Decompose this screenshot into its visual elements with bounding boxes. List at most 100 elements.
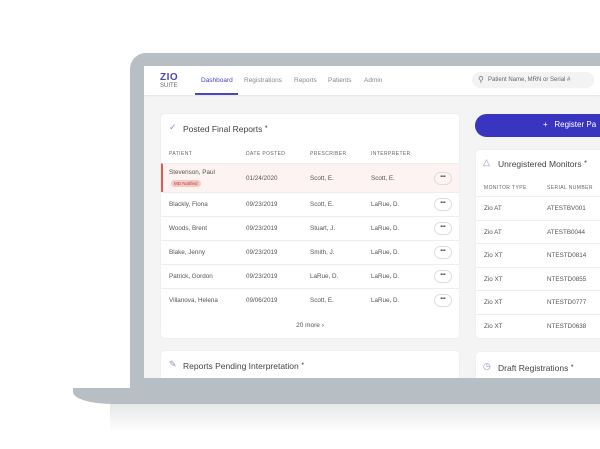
search-placeholder: Patient Name, MRN or Serial # <box>488 77 571 83</box>
drafts-title: Draft Registrations <box>498 363 569 373</box>
date-posted: 09/06/2019 <box>246 297 278 304</box>
register-label: Register Pa <box>554 120 597 129</box>
header-prescriber: PRESCRIBER <box>310 151 347 157</box>
draft-registrations-card: ◷ Draft Registrations ● <box>476 352 600 378</box>
warning-icon: △ <box>483 157 490 167</box>
patient-name: Patrick, Gordon <box>169 273 213 280</box>
interpreter: Scott, E. <box>371 174 395 182</box>
more-actions-icon[interactable]: ••• <box>434 171 452 185</box>
interpreter: LaRue, D. <box>371 273 400 280</box>
patient-name: Stevenson, Paul <box>169 169 215 176</box>
date-posted: 09/23/2019 <box>246 201 278 208</box>
serial-number: NTESTD0814 <box>547 252 587 260</box>
prescriber: LaRue, D. <box>310 273 339 280</box>
monitor-type: Zio XT <box>484 275 503 283</box>
monitor-type: Zio AT <box>484 205 502 212</box>
date-posted: 09/23/2019 <box>246 273 278 280</box>
pending-title: Reports Pending Interpretation <box>183 361 299 371</box>
serial-number: ATESTB0044 <box>547 228 586 236</box>
serial-number: NTESTD0855 <box>547 275 587 283</box>
table-row[interactable]: Zio XT NTESTD0638 <box>476 314 600 338</box>
patient-name: Woods, Brent <box>169 225 208 232</box>
table-row[interactable]: Woods, Brent 09/23/2019 Stuart, J. LaRue, D… <box>161 216 459 240</box>
posted-title: Posted Final Reports <box>183 124 263 134</box>
nav-dashboard[interactable]: Dashboard <box>201 77 233 84</box>
more-actions-icon[interactable]: ••• <box>434 246 452 259</box>
header-date-posted: DATE POSTED <box>246 151 286 157</box>
logo-text: ZIO <box>160 72 179 83</box>
monitor-type: Zio XT <box>484 252 503 260</box>
search-icon: ⚲ <box>478 75 484 84</box>
more-actions-icon[interactable]: ••• <box>434 198 452 211</box>
unregistered-monitors-card: △ Unregistered Monitors ● MONITOR TYPE S… <box>476 150 600 338</box>
table-row[interactable]: Stevenson, Paul 01/24/2020 Scott, E. Scott,… <box>161 163 459 192</box>
prescriber: Stuart, J. <box>310 225 336 232</box>
zio-logo[interactable]: ZIO SUITE <box>160 72 178 90</box>
chevron-right-icon: › <box>321 322 324 329</box>
nav-registrations[interactable]: Registrations <box>244 77 282 84</box>
nav-reports[interactable]: Reports <box>294 77 317 84</box>
top-nav: ZIO SUITE Dashboard Registrations Reports… <box>144 66 600 95</box>
patient-name: Blackly, Fiona <box>169 201 208 208</box>
patient-name: Villanova, Helena <box>169 297 218 304</box>
header-interpreter: INTERPRETER <box>371 151 411 157</box>
logo-subtext: SUITE <box>160 83 178 89</box>
interpreter: LaRue, D. <box>371 201 400 208</box>
more-actions-icon[interactable]: ••• <box>434 270 452 283</box>
date-posted: 09/23/2019 <box>246 225 278 232</box>
reports-pending-card: ✎ Reports Pending Interpretation ● <box>161 351 459 378</box>
table-row[interactable]: Villanova, Helena 09/06/2019 Scott, E. LaRu… <box>161 288 459 312</box>
patient-name: Blake, Jenny <box>169 249 206 256</box>
card-title: Draft Registrations ● <box>498 363 574 373</box>
card-title: Unregistered Monitors ● <box>498 159 587 169</box>
interpreter: LaRue, D. <box>371 249 400 256</box>
table-row[interactable]: Zio XT NTESTD0855 <box>476 266 600 291</box>
info-icon[interactable]: ● <box>301 361 305 367</box>
laptop-shadow <box>110 403 600 433</box>
nav-admin[interactable]: Admin <box>364 77 383 84</box>
nav-patients[interactable]: Patients <box>328 77 352 84</box>
interpreter: LaRue, D. <box>371 225 400 232</box>
clock-icon: ◷ <box>483 361 491 371</box>
table-row[interactable]: Zio AT ATESTB0044 <box>476 219 600 244</box>
monitor-type: Zio XT <box>484 323 503 330</box>
table-row[interactable]: Blake, Jenny 09/23/2019 Smith, J. LaRue, D.… <box>161 240 459 264</box>
info-icon[interactable]: ● <box>264 124 268 130</box>
check-circle-icon: ✓ <box>169 122 177 132</box>
info-icon[interactable]: ● <box>584 159 588 165</box>
table-row[interactable]: Blackly, Fiona 09/23/2019 Scott, E. LaRue, … <box>161 192 459 216</box>
header-patient: PATIENT <box>169 151 193 157</box>
posted-final-reports-card: ✓ Posted Final Reports ● PATIENT DATE PO… <box>161 114 459 338</box>
register-patient-button[interactable]: + Register Pa <box>475 114 600 137</box>
app-screen: ZIO SUITE Dashboard Registrations Reports… <box>144 66 600 378</box>
monitor-type: Zio XT <box>484 299 503 307</box>
prescriber: Smith, J. <box>310 249 335 256</box>
more-link[interactable]: 20 more › <box>161 322 459 329</box>
serial-number: NTESTD0638 <box>547 323 587 330</box>
prescriber: Scott, E. <box>310 297 334 304</box>
date-posted: 01/24/2020 <box>246 174 278 182</box>
table-row[interactable]: Zio XT NTESTD0777 <box>476 290 600 314</box>
card-title: Reports Pending Interpretation ● <box>183 361 304 371</box>
header-monitor-type: MONITOR TYPE <box>484 185 527 191</box>
card-title: Posted Final Reports ● <box>183 124 268 134</box>
header-serial-number: SERIAL NUMBER <box>547 185 593 191</box>
table-row[interactable]: Zio XT NTESTD0814 <box>476 243 600 267</box>
serial-number: NTESTD0777 <box>547 299 587 307</box>
plus-icon: + <box>543 120 548 129</box>
prescriber: Scott, E. <box>310 201 334 208</box>
date-posted: 09/23/2019 <box>246 249 278 256</box>
prescriber: Scott, E. <box>310 174 334 182</box>
md-notified-badge: MD Notified <box>171 180 201 187</box>
more-text: 20 more <box>296 322 320 329</box>
search-input[interactable]: ⚲ Patient Name, MRN or Serial # <box>472 72 594 88</box>
table-row[interactable]: Patrick, Gordon 09/23/2019 LaRue, D. LaRue,… <box>161 264 459 288</box>
pencil-icon: ✎ <box>169 359 177 369</box>
interpreter: LaRue, D. <box>371 297 400 304</box>
more-actions-icon[interactable]: ••• <box>434 222 452 235</box>
more-actions-icon[interactable]: ••• <box>434 294 452 307</box>
monitor-type: Zio AT <box>484 228 502 236</box>
table-row[interactable]: Zio AT ATESTBV001 <box>476 196 600 220</box>
info-icon[interactable]: ● <box>570 363 574 369</box>
serial-number: ATESTBV001 <box>547 205 586 212</box>
